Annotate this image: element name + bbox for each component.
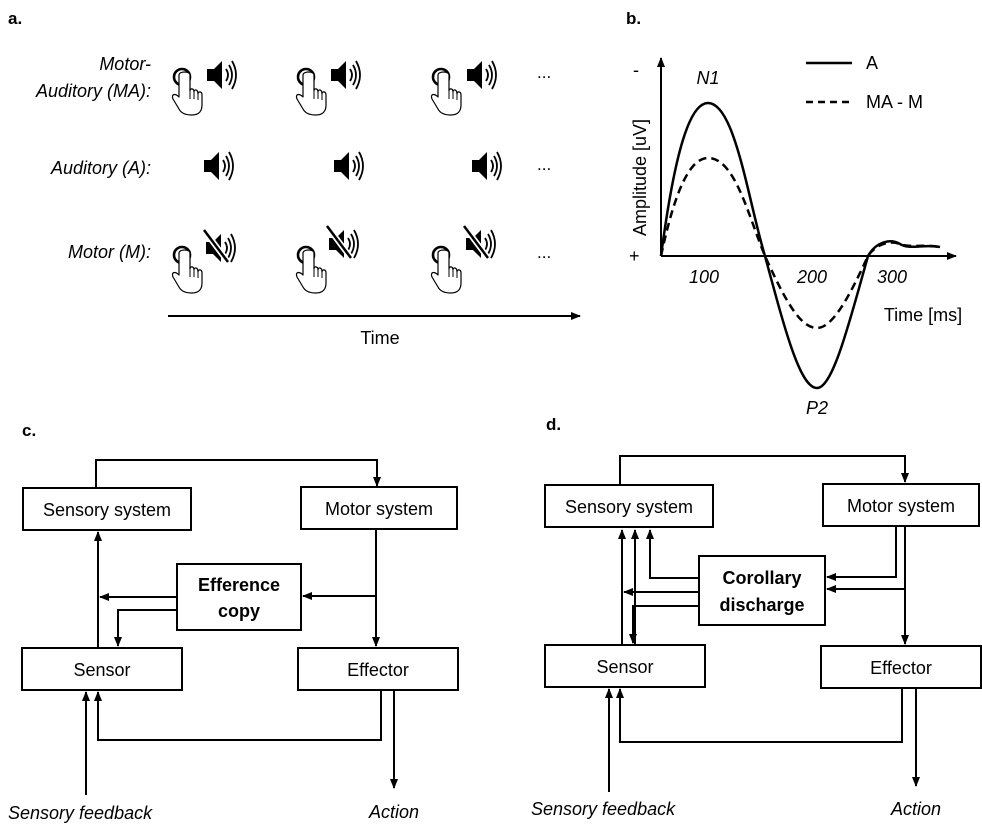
a-row-icons: ... [203,151,551,181]
x-tick-200: 200 [796,267,827,287]
x-axis-label: Time [ms] [884,305,962,325]
motor-system-box [300,486,458,530]
panel-c-letter: c. [22,421,36,440]
series-ma-m-line [659,156,941,330]
efference-copy-line2: copy [218,601,260,621]
motor-system-label: Motor system [847,496,955,516]
sensory-system-label: Sensory system [565,497,693,517]
row-label-a: Auditory (A): [50,158,151,178]
hand-tap-icon [430,245,463,295]
ma-row-icons: ... [171,60,551,117]
panel-d-letter: d. [546,415,561,434]
sensory-system-box [22,487,192,531]
efference-copy-box [176,563,302,631]
efference-copy-line1: Efference [198,575,280,595]
panel-b-letter: b. [626,9,641,28]
sensory-feedback-label: Sensory feedback [8,803,153,823]
speaker-icon [206,60,237,90]
row-label-ma-line2: Auditory (MA): [35,81,151,101]
y-plus: + [629,246,640,266]
x-tick-100: 100 [689,267,719,287]
effector-label: Effector [347,660,409,680]
speaker-icon [203,151,234,181]
legend: A MA - M [806,53,923,112]
panel-a-letter: a. [8,9,22,28]
effector-label: Effector [870,658,932,678]
panel-b: b. - + Amplitude [uV] 100 200 300 Time [… [626,9,962,418]
peak-p2-label: P2 [806,398,828,418]
muted-speaker-icon [464,226,495,258]
hand-tap-icon [295,245,328,295]
speaker-icon [330,60,361,90]
hand-tap-icon [430,67,463,117]
panel-c-arrows [82,459,398,795]
sensor-box [544,644,706,688]
sensory-system-label: Sensory system [43,500,171,520]
motor-system-box [822,483,980,527]
hand-tap-icon [171,245,204,295]
effector-box [820,645,982,689]
sensory-system-box [544,484,714,528]
sensor-label: Sensor [73,660,130,680]
peak-n1-label: N1 [696,68,719,88]
corollary-discharge-line2: discharge [719,595,804,615]
speaker-icon [333,151,364,181]
action-label: Action [890,799,941,819]
x-tick-300: 300 [877,267,907,287]
panel-a: a. Motor- Auditory (MA): Auditory (A): M… [8,9,581,348]
sensory-feedback-label: Sensory feedback [531,799,676,819]
muted-speaker-icon [204,230,235,262]
speaker-icon [471,151,502,181]
sensor-label: Sensor [596,657,653,677]
legend-label-a: A [866,53,878,73]
muted-speaker-icon [327,226,358,258]
action-label: Action [368,802,419,822]
effector-box [297,647,459,691]
speaker-icon [466,60,497,90]
m-row-icons: ... [171,226,551,295]
row-label-ma-line1: Motor- [99,54,151,74]
legend-label-ma-m: MA - M [866,92,923,112]
row-label-m: Motor (M): [68,242,151,262]
motor-system-label: Motor system [325,499,433,519]
ellipsis: ... [537,243,551,262]
time-label: Time [360,328,399,348]
y-axis-label: Amplitude [uV] [630,119,650,236]
corollary-discharge-line1: Corollary [722,568,801,588]
hand-tap-icon [295,67,328,117]
panel-d-arrows [605,455,920,792]
hand-tap-icon [171,67,204,117]
ellipsis: ... [537,63,551,82]
corollary-discharge-box [698,555,826,626]
y-minus: - [633,60,639,80]
panel-d: d. Sensory system Motor system Corollary… [531,415,982,819]
panel-c: c. Sensory system Motor system Efference… [8,421,459,823]
ellipsis: ... [537,155,551,174]
series-a-line [659,101,941,390]
sensor-box [21,647,183,691]
